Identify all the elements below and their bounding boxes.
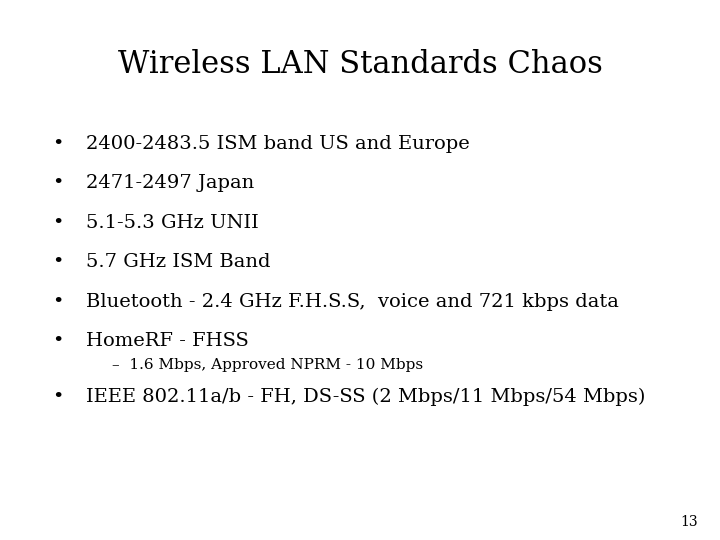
Text: 2400-2483.5 ISM band US and Europe: 2400-2483.5 ISM band US and Europe — [86, 135, 470, 153]
Text: 2471-2497 Japan: 2471-2497 Japan — [86, 174, 255, 192]
Text: •: • — [52, 174, 63, 192]
Text: IEEE 802.11a/b - FH, DS-SS (2 Mbps/11 Mbps/54 Mbps): IEEE 802.11a/b - FH, DS-SS (2 Mbps/11 Mb… — [86, 388, 646, 406]
Text: •: • — [52, 293, 63, 310]
Text: •: • — [52, 214, 63, 232]
Text: HomeRF - FHSS: HomeRF - FHSS — [86, 332, 249, 350]
Text: •: • — [52, 388, 63, 406]
Text: 5.1-5.3 GHz UNII: 5.1-5.3 GHz UNII — [86, 214, 259, 232]
Text: Wireless LAN Standards Chaos: Wireless LAN Standards Chaos — [117, 49, 603, 79]
Text: 13: 13 — [681, 515, 698, 529]
Text: 5.7 GHz ISM Band: 5.7 GHz ISM Band — [86, 253, 271, 271]
Text: •: • — [52, 253, 63, 271]
Text: •: • — [52, 135, 63, 153]
Text: •: • — [52, 332, 63, 350]
Text: –  1.6 Mbps, Approved NPRM - 10 Mbps: – 1.6 Mbps, Approved NPRM - 10 Mbps — [112, 358, 423, 372]
Text: Bluetooth - 2.4 GHz F.H.S.S,  voice and 721 kbps data: Bluetooth - 2.4 GHz F.H.S.S, voice and 7… — [86, 293, 619, 310]
